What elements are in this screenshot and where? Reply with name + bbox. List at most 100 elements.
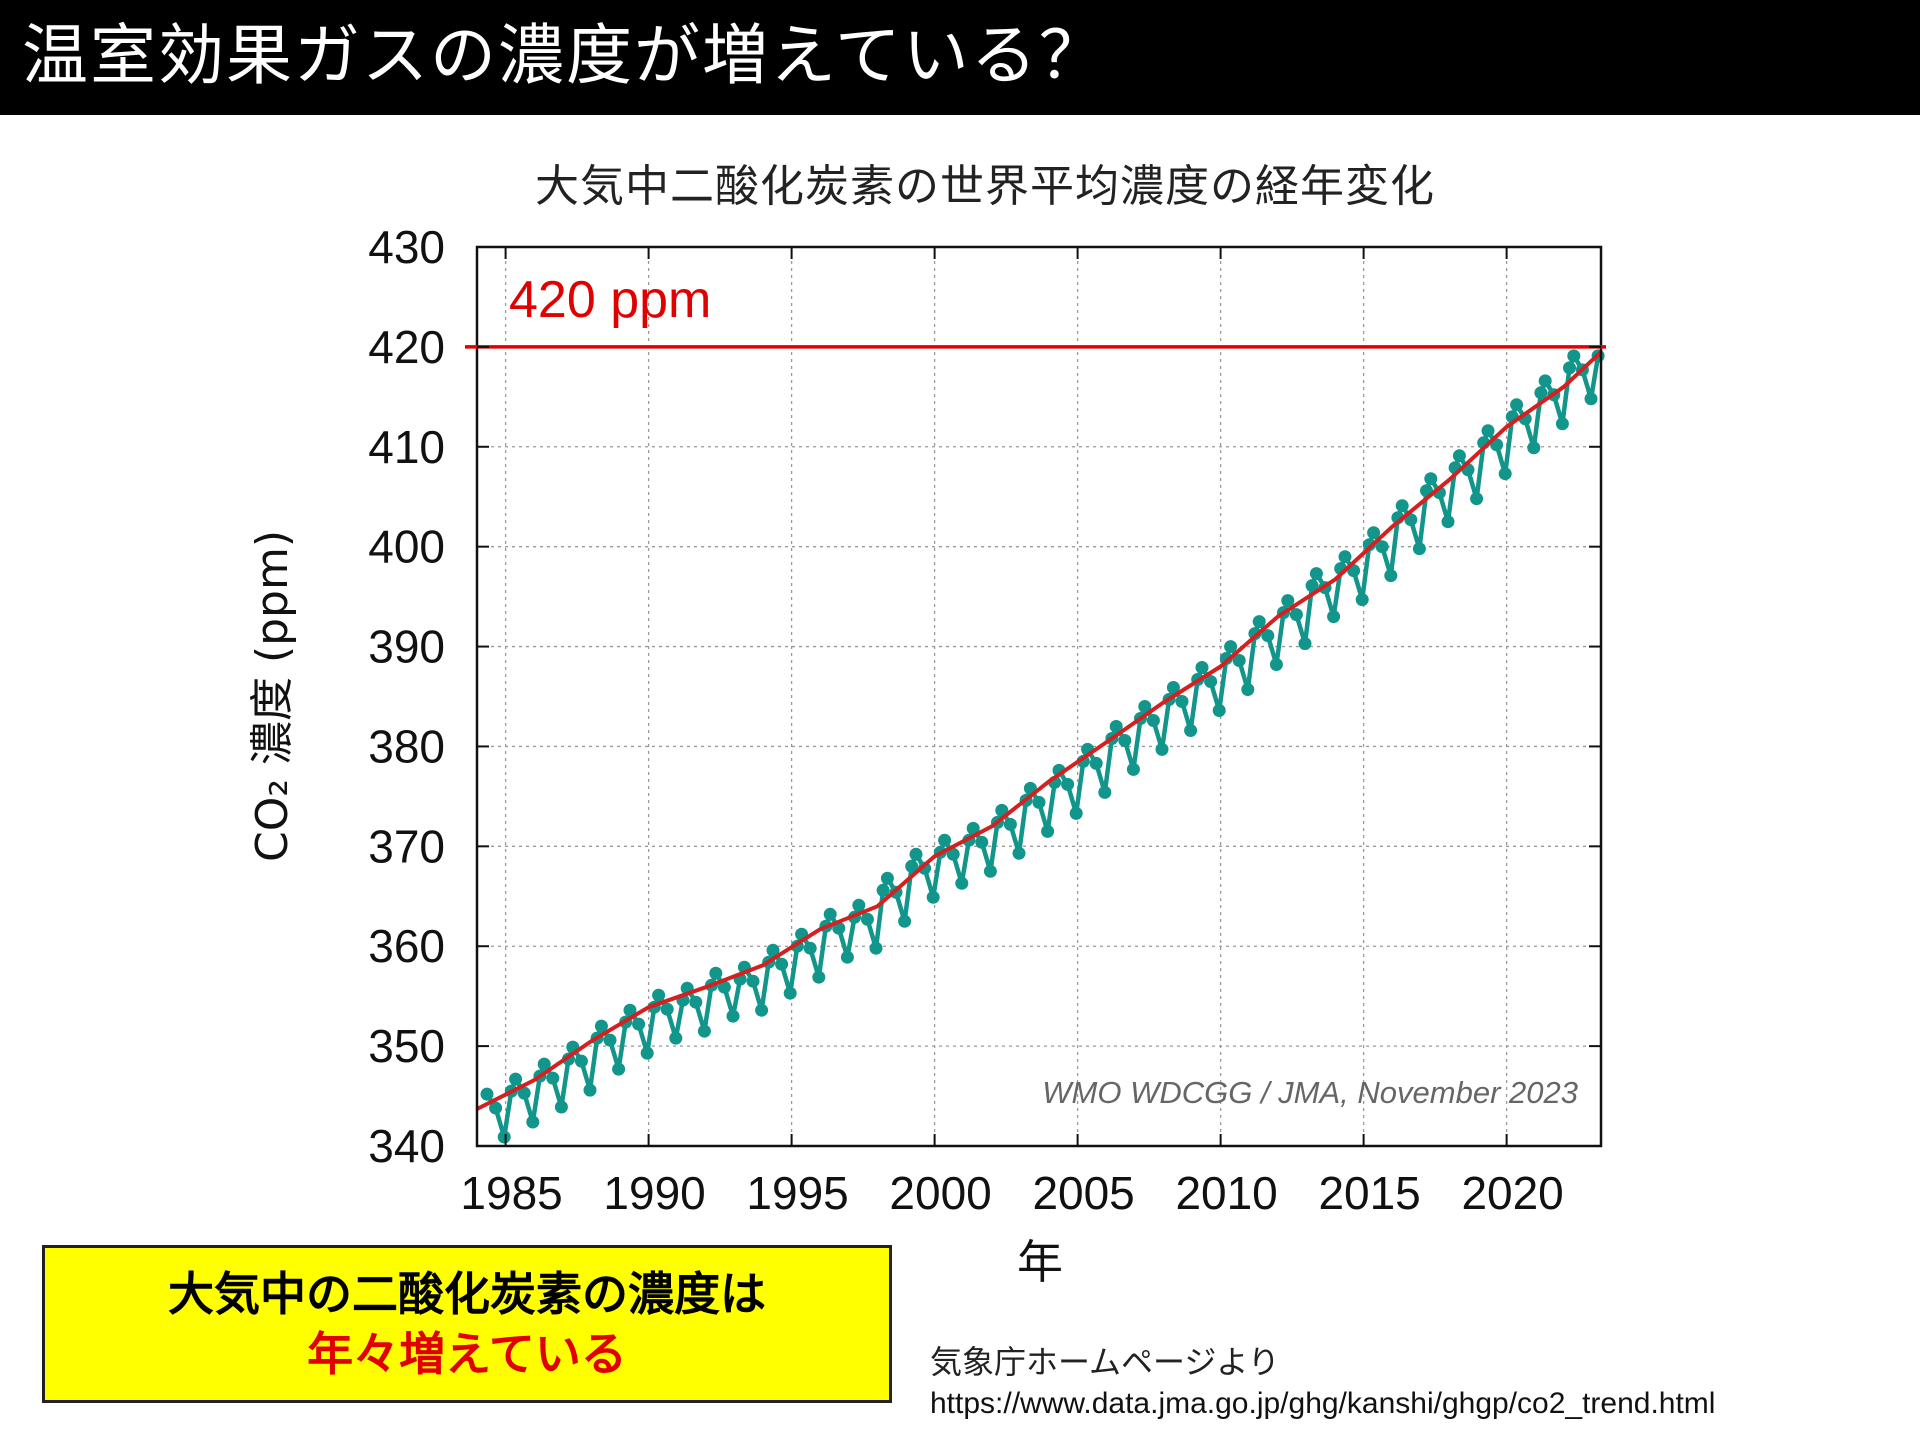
monthly-point	[1527, 441, 1541, 455]
monthly-point	[1118, 734, 1132, 747]
source-url: https://www.data.jma.go.jp/ghg/kanshi/gh…	[930, 1387, 1716, 1420]
monthly-point	[726, 1009, 740, 1023]
monthly-point	[497, 1130, 511, 1144]
monthly-point	[946, 847, 960, 861]
monthly-point	[1003, 817, 1017, 831]
x-tick-label: 1985	[460, 1167, 562, 1219]
monthly-point	[1327, 610, 1341, 624]
monthly-point	[860, 912, 874, 926]
monthly-point	[574, 1054, 588, 1068]
monthly-point	[517, 1086, 531, 1100]
monthly-point	[480, 1087, 494, 1101]
monthly-point	[1281, 594, 1295, 608]
monthly-point	[775, 957, 789, 971]
reference-line-label: 420 ppm	[509, 271, 711, 329]
monthly-point	[1041, 824, 1055, 838]
monthly-point	[489, 1101, 503, 1115]
monthly-point	[1452, 449, 1466, 463]
monthly-point	[852, 898, 866, 912]
monthly-point	[652, 988, 666, 1002]
x-tick-label: 2015	[1318, 1167, 1420, 1219]
monthly-point	[1261, 629, 1275, 643]
monthly-point	[1338, 550, 1352, 564]
x-tick-label: 2000	[889, 1167, 991, 1219]
monthly-point	[1534, 386, 1548, 400]
callout-box: 大気中の二酸化炭素の濃度は 年々増えている	[42, 1245, 892, 1403]
y-tick-label: 390	[368, 621, 445, 673]
monthly-point	[909, 847, 923, 861]
monthly-point	[880, 871, 894, 885]
monthly-point	[583, 1083, 597, 1097]
monthly-point	[623, 1003, 637, 1017]
x-tick-label: 1990	[603, 1167, 705, 1219]
monthly-point	[1212, 704, 1226, 717]
x-tick-label: 2005	[1032, 1167, 1134, 1219]
monthly-point	[1510, 398, 1524, 412]
monthly-point	[1184, 724, 1198, 737]
axis-layer: 340 350 360 370 380 390 400 410 420 430 1985 1990 19…	[368, 221, 1601, 1219]
monthly-point	[905, 859, 919, 873]
plot-frame	[475, 245, 1603, 1148]
monthly-point	[1441, 515, 1455, 529]
monthly-point	[1563, 361, 1576, 375]
monthly-point	[632, 1017, 646, 1031]
y-tick-label: 430	[368, 221, 445, 273]
monthly-point	[594, 1019, 608, 1033]
monthly-point	[840, 950, 854, 964]
monthly-point	[1175, 695, 1189, 708]
monthly-point	[509, 1072, 523, 1086]
trend-line	[476, 350, 1603, 1111]
x-tick-label: 1995	[746, 1167, 848, 1219]
x-tick-label: 2020	[1461, 1167, 1563, 1219]
monthly-point	[1584, 392, 1598, 406]
title-bar: 温室効果ガスの濃度が増えている？	[0, 0, 1920, 115]
monthly-point	[1384, 569, 1398, 583]
monthly-point	[1470, 492, 1484, 506]
slide-title: 温室効果ガスの濃度が増えている？	[22, 17, 1107, 94]
monthly-point	[526, 1115, 540, 1129]
monthly-point	[1309, 567, 1323, 581]
monthly-point	[689, 995, 703, 1009]
monthly-point	[812, 970, 826, 984]
monthly-point	[612, 1062, 626, 1076]
monthly-point	[955, 876, 969, 890]
y-tick-label: 350	[368, 1020, 445, 1072]
monthly-point	[603, 1033, 617, 1047]
grid-layer	[477, 247, 1601, 1146]
monthly-point	[717, 980, 731, 994]
monthly-point	[876, 883, 890, 897]
monthly-point	[1224, 640, 1238, 654]
monthly-point	[766, 943, 780, 957]
y-tick-label: 380	[368, 720, 445, 772]
monthly-point	[1146, 714, 1160, 727]
monthly-point	[1098, 785, 1112, 799]
monthly-point	[1355, 593, 1369, 607]
monthly-point	[1061, 777, 1075, 791]
monthly-point	[669, 1031, 683, 1045]
monthly-point	[1367, 526, 1381, 540]
monthly-point	[1195, 661, 1209, 674]
monthly-point	[1032, 795, 1046, 809]
monthly-point	[1412, 542, 1426, 556]
monthly-point	[869, 941, 883, 955]
monthly-point	[1538, 374, 1552, 388]
monthly-point	[983, 864, 997, 878]
x-tick-label: 2010	[1175, 1167, 1277, 1219]
monthly-point	[1109, 720, 1123, 733]
monthly-point	[1241, 683, 1255, 696]
monthly-point	[803, 941, 817, 955]
monthly-point	[918, 861, 932, 875]
monthly-point	[1424, 472, 1438, 486]
monthly-point	[1138, 700, 1152, 713]
y-tick-label: 410	[368, 421, 445, 473]
monthly-point	[746, 974, 760, 988]
x-axis-label: 年	[1017, 1235, 1063, 1289]
monthly-point	[975, 835, 989, 849]
chart-title: 大気中二酸化炭素の世界平均濃度の経年変化	[535, 161, 1435, 212]
monthly-point	[1269, 658, 1283, 671]
monthly-point	[1298, 637, 1312, 651]
monthly-point	[1555, 417, 1569, 431]
monthly-point	[554, 1100, 568, 1114]
monthly-point	[1126, 762, 1140, 776]
